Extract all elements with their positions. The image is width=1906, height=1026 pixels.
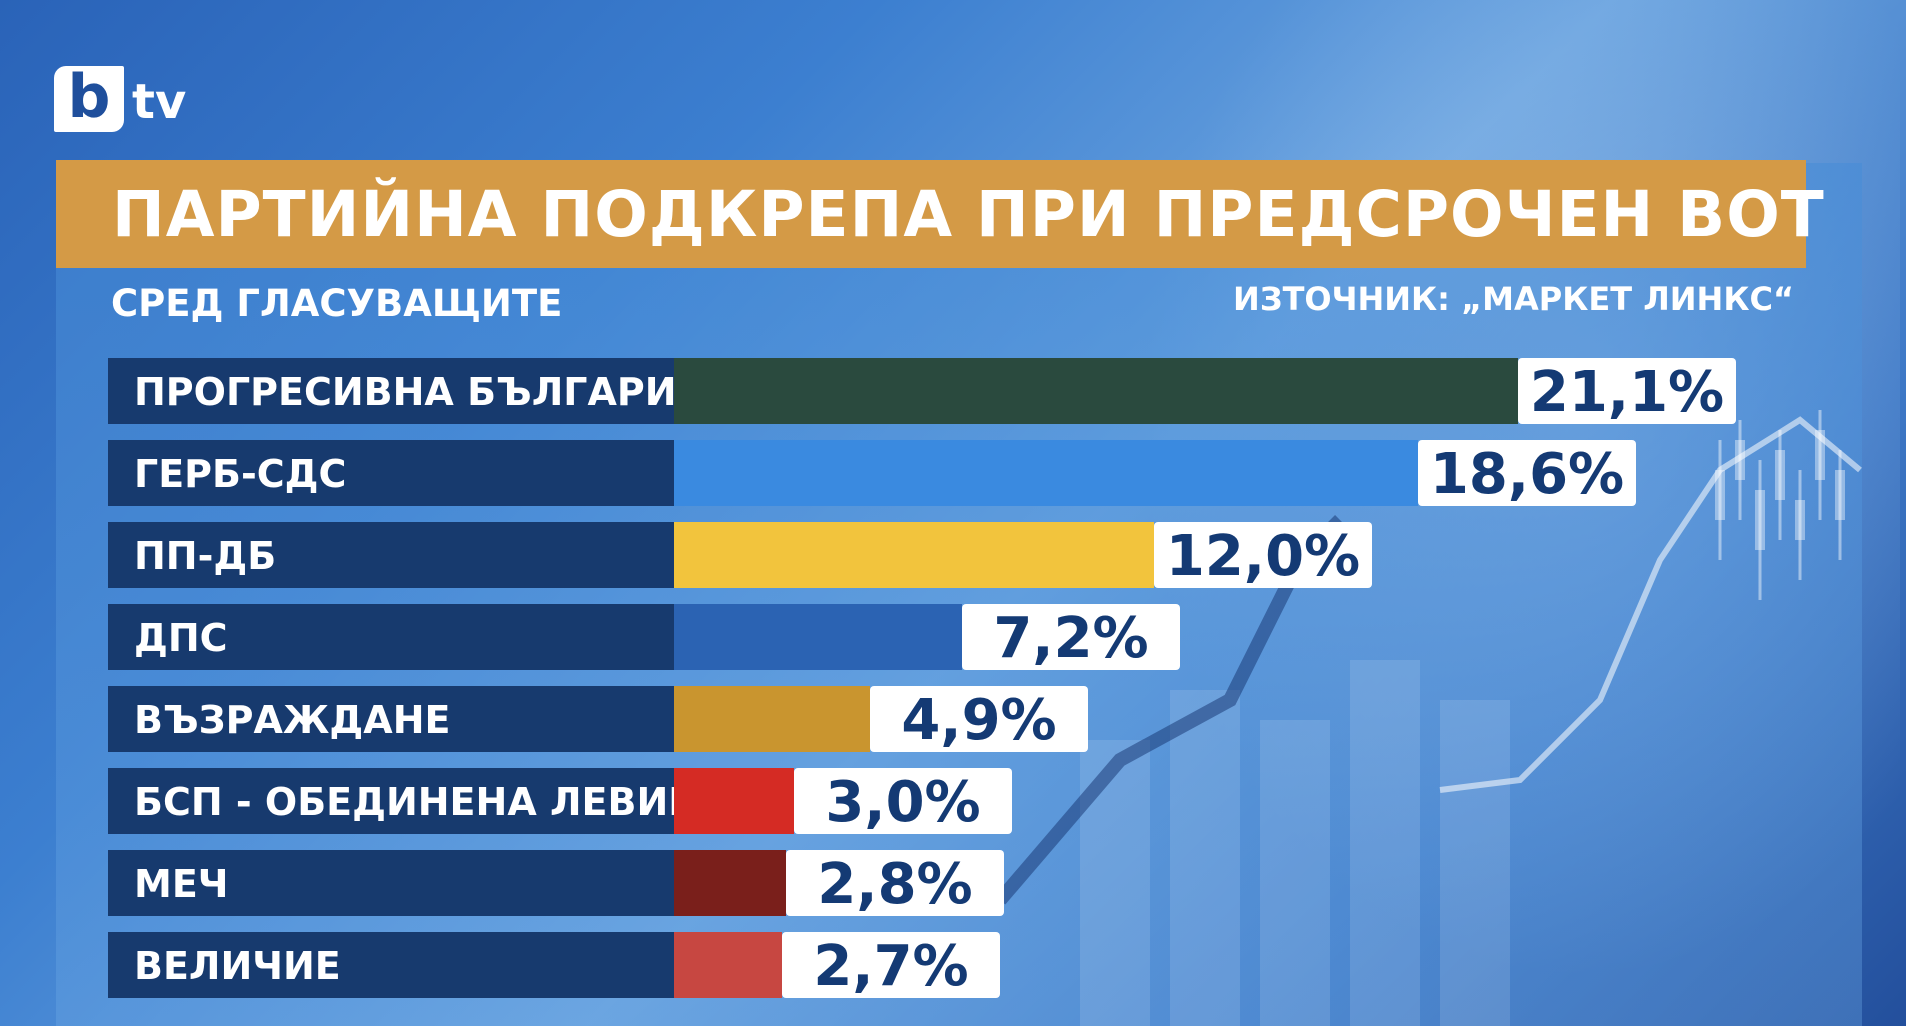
bar-0: [674, 358, 1518, 424]
bar-3: [674, 604, 962, 670]
bar-5: [674, 768, 794, 834]
value-box-7: [782, 932, 1000, 998]
value-box-5: [794, 768, 1012, 834]
category-band-6: [108, 850, 674, 916]
logo-tv: tv: [132, 74, 187, 130]
value-label-1: 18,6%: [1430, 442, 1624, 507]
title-band: ПАРТИЙНА ПОДКРЕПА ПРИ ПРЕДСРОЧЕН ВОТ: [56, 160, 1824, 268]
category-label-3: ДПС: [134, 616, 228, 660]
value-box-1: [1418, 440, 1636, 506]
value-box-2: [1154, 522, 1372, 588]
value-box-6: [786, 850, 1004, 916]
value-label-3: 7,2%: [993, 606, 1148, 671]
bar-7: [674, 932, 782, 998]
value-label-5: 3,0%: [825, 770, 980, 835]
value-box-0: [1518, 358, 1736, 424]
category-band-3: [108, 604, 674, 670]
category-band-4: [108, 686, 674, 752]
value-label-2: 12,0%: [1166, 524, 1360, 589]
category-label-1: ГЕРБ-СДС: [134, 452, 346, 496]
category-label-4: ВЪЗРАЖДАНЕ: [134, 698, 450, 742]
category-label-2: ПП-ДБ: [134, 534, 276, 578]
category-band-2: [108, 522, 674, 588]
category-band-5: [108, 768, 674, 834]
bar-1: [674, 440, 1418, 506]
value-label-4: 4,9%: [901, 688, 1056, 753]
category-label-6: МЕЧ: [134, 862, 228, 906]
value-label-0: 21,1%: [1530, 360, 1724, 425]
category-band-0: [108, 358, 674, 424]
logo-b: b: [67, 62, 111, 132]
btv-logo: b tv: [54, 66, 186, 132]
category-label-0: ПРОГРЕСИВНА БЪЛГАРИЯ: [134, 370, 706, 414]
category-label-5: БСП - ОБЕДИНЕНА ЛЕВИЦА: [134, 780, 733, 824]
category-label-7: ВЕЛИЧИЕ: [134, 944, 341, 988]
category-band-7: [108, 932, 674, 998]
bar-2: [674, 522, 1154, 588]
value-label-6: 2,8%: [817, 852, 972, 917]
logo-b-box: b: [54, 66, 124, 132]
bar-4: [674, 686, 870, 752]
source-label: ИЗТОЧНИК: „МАРКЕТ ЛИНКС“: [1233, 280, 1794, 318]
chart-title: ПАРТИЙНА ПОДКРЕПА ПРИ ПРЕДСРОЧЕН ВОТ: [112, 177, 1825, 251]
value-box-4: [870, 686, 1088, 752]
category-band-1: [108, 440, 674, 506]
bar-6: [674, 850, 786, 916]
chart-subtitle: СРЕД ГЛАСУВАЩИТЕ: [111, 282, 563, 325]
value-box-3: [962, 604, 1180, 670]
value-label-7: 2,7%: [813, 934, 968, 999]
